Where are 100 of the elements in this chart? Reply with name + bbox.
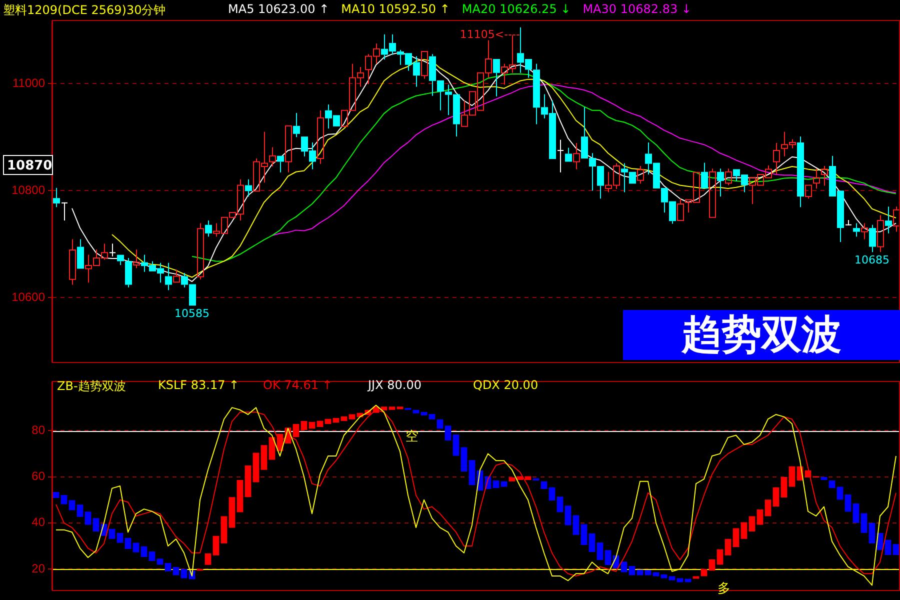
series-label: OK 74.61 ↑ <box>263 378 334 392</box>
candlestick <box>773 142 780 176</box>
candlestick <box>317 110 324 164</box>
bar <box>292 424 300 438</box>
bar <box>780 477 788 498</box>
candlestick <box>557 139 564 173</box>
candlestick <box>573 142 580 170</box>
y-tick-label: 20 <box>32 561 46 576</box>
text: MA5 10623.00 ↑ <box>228 2 330 16</box>
candlestick <box>877 214 884 253</box>
bar <box>756 510 764 525</box>
bar <box>620 562 628 572</box>
candlestick <box>109 243 116 257</box>
bar <box>884 540 892 555</box>
candlestick <box>493 58 500 97</box>
bar <box>836 486 844 500</box>
bar <box>628 566 636 576</box>
bar <box>852 504 860 523</box>
chart-title: ZB-趋势双波 <box>57 378 126 395</box>
chart-title: 塑料1209(DCE 2569)30分钟 <box>3 2 166 19</box>
bar <box>228 497 236 528</box>
bar <box>324 418 332 424</box>
bar <box>132 542 140 552</box>
y-tick-label: 11000 <box>12 76 46 90</box>
bar <box>68 500 76 510</box>
bar <box>308 422 316 429</box>
bar <box>660 574 668 578</box>
bar <box>244 465 252 498</box>
bar <box>764 500 772 516</box>
bar <box>860 513 868 533</box>
bar <box>124 538 132 549</box>
bar <box>844 494 852 512</box>
bar <box>580 524 588 546</box>
candlestick <box>197 222 204 280</box>
candlestick <box>285 125 292 173</box>
candlestick <box>709 168 716 218</box>
bar <box>236 480 244 512</box>
bar <box>892 544 900 555</box>
bar <box>588 534 596 552</box>
y-tick-label: 10600 <box>12 290 46 304</box>
bar <box>540 481 548 489</box>
ref-line-label: QDX 20.00 <box>473 378 540 392</box>
bar <box>332 418 340 423</box>
bar <box>388 406 396 410</box>
bar <box>636 570 644 576</box>
candlestick <box>245 178 252 197</box>
bar <box>180 569 188 578</box>
bar <box>140 546 148 558</box>
candlestick <box>565 147 572 162</box>
text: MA20 10626.25 ↓ <box>462 2 571 16</box>
candlestick <box>125 258 132 288</box>
bar <box>84 512 92 525</box>
text: MA30 10682.83 ↓ <box>582 2 692 16</box>
bar <box>828 480 836 488</box>
bar <box>92 518 100 532</box>
text: 10870 <box>7 158 52 174</box>
series-label: KSLF 83.17 ↑ <box>158 378 240 392</box>
candlestick <box>165 262 172 291</box>
candlestick <box>797 136 804 208</box>
candlestick <box>677 198 684 222</box>
bar <box>108 528 116 539</box>
bar <box>436 419 444 429</box>
bar <box>772 487 780 507</box>
bar <box>76 504 84 517</box>
candlestick <box>69 238 76 286</box>
bar <box>716 549 724 565</box>
annotation: 10685 <box>854 253 890 266</box>
text: MA10 10592.50 ↑ <box>341 2 450 16</box>
bar <box>348 414 356 420</box>
candlestick <box>421 50 428 80</box>
bar <box>748 516 756 532</box>
candlestick <box>861 222 868 240</box>
candlestick <box>717 168 724 197</box>
candlestick <box>813 168 820 189</box>
annotation: 10585 <box>174 306 210 320</box>
bar <box>300 420 308 430</box>
candlestick <box>869 224 876 253</box>
candlestick <box>77 238 84 269</box>
bar <box>164 563 172 572</box>
candlestick <box>701 162 708 188</box>
bar <box>444 426 452 441</box>
bar <box>868 522 876 544</box>
y-tick-label: 10800 <box>12 182 46 197</box>
bar <box>548 487 556 501</box>
candlestick <box>61 202 68 222</box>
candlestick <box>53 187 60 208</box>
y-tick-label: 60 <box>32 469 46 484</box>
bar <box>564 506 572 526</box>
bar <box>252 452 260 482</box>
candlestick <box>205 220 212 238</box>
bar <box>212 536 220 556</box>
bar <box>412 410 420 414</box>
bar <box>468 460 476 486</box>
bar <box>460 447 468 472</box>
bar <box>396 406 404 410</box>
candlestick <box>117 254 124 266</box>
bar <box>220 516 228 544</box>
bar <box>668 576 676 580</box>
bar <box>596 542 604 560</box>
candlestick <box>293 112 300 138</box>
